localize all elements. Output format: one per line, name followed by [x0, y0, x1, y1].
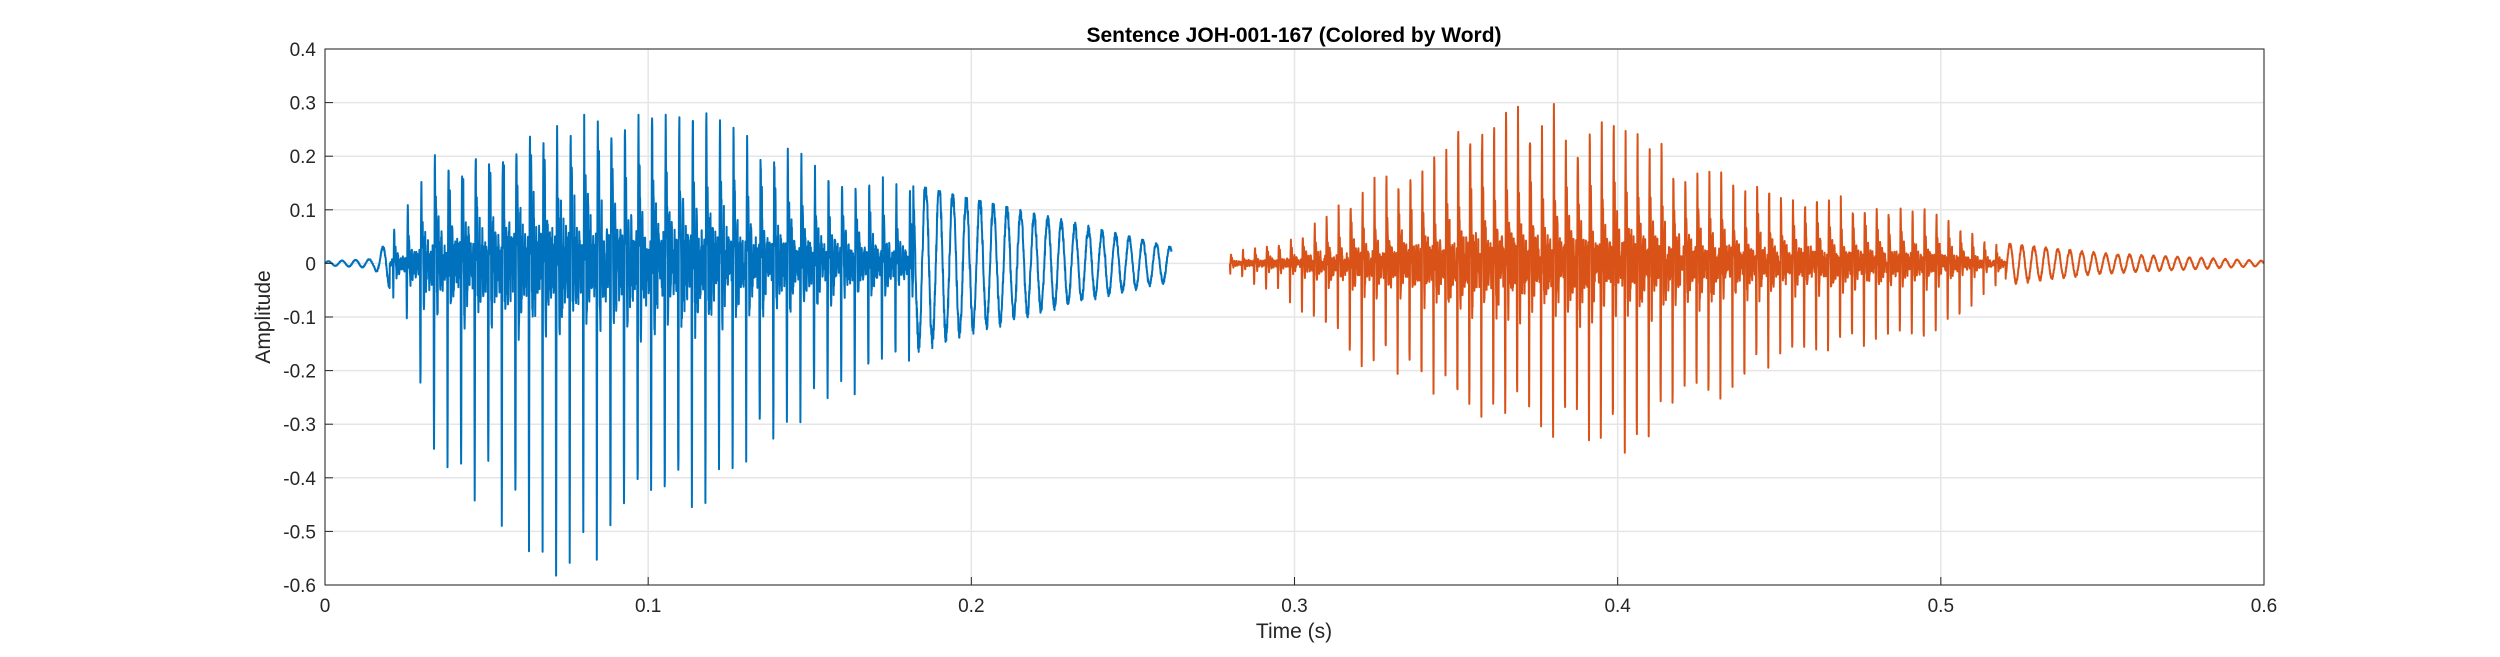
y-tick-label: 0.4: [290, 40, 317, 61]
x-tick-label: 0.5: [1928, 596, 1954, 617]
y-tick-label: 0: [305, 254, 316, 275]
series-group: [324, 103, 2265, 577]
x-tick-label: 0: [320, 596, 331, 617]
y-tick-label: -0.3: [283, 415, 316, 436]
series-word-2-line: [1228, 103, 2265, 454]
x-tick-label: 0.2: [958, 596, 984, 617]
y-tick-label: -0.5: [283, 522, 316, 543]
y-tick-label: -0.6: [283, 576, 316, 597]
x-tick-label: 0.3: [1281, 596, 1307, 617]
y-tick-label: 0.3: [290, 94, 316, 115]
y-axis-label: Amplitude: [252, 270, 275, 363]
ticks: 0 0.1 0.2 0.3 0.4 0.5 0.6 0.4 0.3 0.2 0.1 0 -0.1 -0.2…: [283, 40, 2277, 617]
y-tick-label: 0.2: [290, 147, 316, 168]
series-word-1-line: [324, 112, 1173, 577]
y-tick-label: -0.2: [283, 362, 316, 383]
x-tick-label: 0.1: [635, 596, 661, 617]
x-tick-label: 0.4: [1604, 596, 1631, 617]
x-tick-label: 0.6: [2251, 596, 2277, 617]
chart-title: Sentence JOH-001-167 (Colored by Word): [1086, 24, 1501, 47]
x-axis-label: Time (s): [1256, 620, 1332, 643]
y-tick-label: 0.1: [290, 201, 316, 222]
y-tick-label: -0.4: [283, 469, 316, 490]
y-tick-label: -0.1: [283, 308, 316, 329]
